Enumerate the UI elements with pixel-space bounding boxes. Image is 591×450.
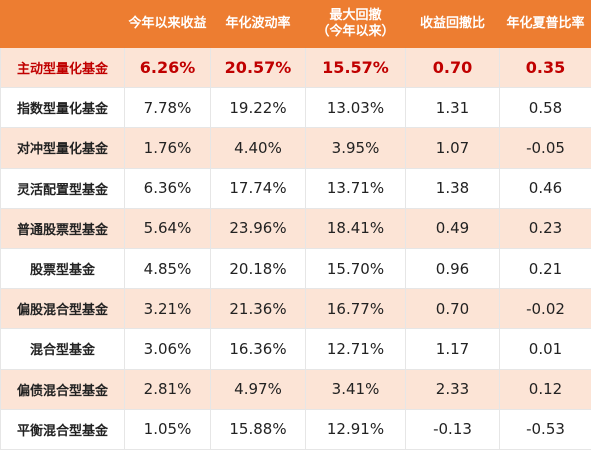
sharpe-cell: 0.21 (499, 247, 591, 290)
header-row: 今年以来收益 年化波动率 最大回撤 （今年以来） 收益回撤比 年化夏普比率 (0, 0, 591, 48)
sharpe-cell: -0.53 (499, 408, 591, 450)
table-row: 平衡混合型基金 1.05% 15.88% 12.91% -0.13 -0.53 (0, 408, 591, 450)
table-row: 指数型量化基金 7.78% 19.22% 13.03% 1.31 0.58 (0, 87, 591, 129)
fund-name: 对冲型量化基金 (0, 127, 125, 169)
return-drawdown-cell: 0.49 (405, 207, 500, 249)
max-drawdown-cell: 16.77% (305, 288, 406, 330)
return-drawdown-cell: 1.31 (405, 87, 500, 129)
return-drawdown-cell: 1.17 (405, 328, 500, 370)
table-row: 混合型基金 3.06% 16.36% 12.71% 1.17 0.01 (0, 328, 591, 370)
table-row: 股票型基金 4.85% 20.18% 15.70% 0.96 0.21 (0, 247, 591, 290)
sharpe-cell: 0.23 (499, 207, 591, 249)
ytd-return-cell: 6.36% (124, 167, 211, 209)
ytd-return-cell: 3.06% (124, 328, 211, 370)
ytd-return-cell: 6.26% (124, 46, 211, 89)
ytd-return-cell: 1.76% (124, 127, 211, 169)
return-drawdown-cell: 2.33 (405, 368, 500, 410)
sharpe-cell: -0.02 (499, 288, 591, 330)
max-drawdown-cell: 15.57% (305, 46, 406, 89)
return-drawdown-cell: 1.38 (405, 167, 500, 209)
sharpe-cell: 0.01 (499, 328, 591, 370)
ytd-return-cell: 4.85% (124, 247, 211, 290)
return-drawdown-cell: 0.70 (405, 46, 500, 89)
table-row: 偏债混合型基金 2.81% 4.97% 3.41% 2.33 0.12 (0, 368, 591, 410)
header-annual-volatility: 年化波动率 (210, 0, 306, 48)
volatility-cell: 4.40% (210, 127, 306, 169)
sharpe-cell: 0.35 (499, 46, 591, 89)
ytd-return-cell: 3.21% (124, 288, 211, 330)
ytd-return-cell: 2.81% (124, 368, 211, 410)
fund-name: 混合型基金 (0, 328, 125, 370)
fund-name: 主动型量化基金 (0, 46, 125, 89)
volatility-cell: 23.96% (210, 207, 306, 249)
table-row: 灵活配置型基金 6.36% 17.74% 13.71% 1.38 0.46 (0, 167, 591, 209)
sharpe-cell: -0.05 (499, 127, 591, 169)
max-drawdown-cell: 3.41% (305, 368, 406, 410)
max-drawdown-cell: 13.71% (305, 167, 406, 209)
volatility-cell: 17.74% (210, 167, 306, 209)
volatility-cell: 16.36% (210, 328, 306, 370)
header-annual-sharpe: 年化夏普比率 (499, 0, 591, 48)
sharpe-cell: 0.46 (499, 167, 591, 209)
sharpe-cell: 0.58 (499, 87, 591, 129)
max-drawdown-cell: 13.03% (305, 87, 406, 129)
sharpe-cell: 0.12 (499, 368, 591, 410)
table-row: 对冲型量化基金 1.76% 4.40% 3.95% 1.07 -0.05 (0, 127, 591, 169)
volatility-cell: 20.18% (210, 247, 306, 290)
header-return-drawdown-ratio: 收益回撤比 (405, 0, 500, 48)
max-drawdown-cell: 3.95% (305, 127, 406, 169)
ytd-return-cell: 5.64% (124, 207, 211, 249)
table-row: 主动型量化基金 6.26% 20.57% 15.57% 0.70 0.35 (0, 46, 591, 89)
fund-name: 偏债混合型基金 (0, 368, 125, 410)
volatility-cell: 15.88% (210, 408, 306, 450)
fund-name: 普通股票型基金 (0, 207, 125, 249)
table-row: 普通股票型基金 5.64% 23.96% 18.41% 0.49 0.23 (0, 207, 591, 249)
header-ytd-return: 今年以来收益 (124, 0, 211, 48)
max-drawdown-cell: 18.41% (305, 207, 406, 249)
return-drawdown-cell: 0.70 (405, 288, 500, 330)
return-drawdown-cell: 1.07 (405, 127, 500, 169)
volatility-cell: 21.36% (210, 288, 306, 330)
header-max-drawdown-line1: 最大回撤 (329, 8, 382, 23)
header-max-drawdown: 最大回撤 （今年以来） (305, 0, 406, 48)
ytd-return-cell: 7.78% (124, 87, 211, 129)
fund-name: 指数型量化基金 (0, 87, 125, 129)
return-drawdown-cell: -0.13 (405, 408, 500, 450)
fund-name: 偏股混合型基金 (0, 288, 125, 330)
volatility-cell: 4.97% (210, 368, 306, 410)
max-drawdown-cell: 15.70% (305, 247, 406, 290)
ytd-return-cell: 1.05% (124, 408, 211, 450)
return-drawdown-cell: 0.96 (405, 247, 500, 290)
header-max-drawdown-line2: （今年以来） (316, 24, 395, 39)
header-corner (0, 0, 125, 48)
fund-name: 平衡混合型基金 (0, 408, 125, 450)
volatility-cell: 20.57% (210, 46, 306, 89)
max-drawdown-cell: 12.71% (305, 328, 406, 370)
fund-name: 股票型基金 (0, 247, 125, 290)
volatility-cell: 19.22% (210, 87, 306, 129)
table-row: 偏股混合型基金 3.21% 21.36% 16.77% 0.70 -0.02 (0, 288, 591, 330)
fund-name: 灵活配置型基金 (0, 167, 125, 209)
max-drawdown-cell: 12.91% (305, 408, 406, 450)
